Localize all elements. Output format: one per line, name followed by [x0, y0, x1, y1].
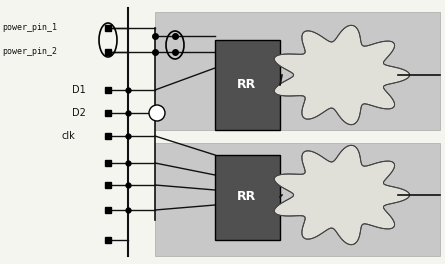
Bar [215, 40, 280, 130]
Bar [155, 12, 440, 130]
Bar [215, 155, 280, 240]
Text: RR: RR [237, 191, 257, 204]
Text: D1: D1 [72, 85, 86, 95]
Bar [155, 143, 440, 256]
Text: power_pin_1: power_pin_1 [2, 23, 57, 32]
Circle shape [149, 105, 165, 121]
Text: clk: clk [62, 131, 76, 141]
Polygon shape [274, 145, 409, 245]
Text: power_pin_2: power_pin_2 [2, 48, 57, 56]
Polygon shape [274, 25, 409, 125]
Text: D2: D2 [72, 108, 86, 118]
Text: RR: RR [237, 78, 257, 92]
